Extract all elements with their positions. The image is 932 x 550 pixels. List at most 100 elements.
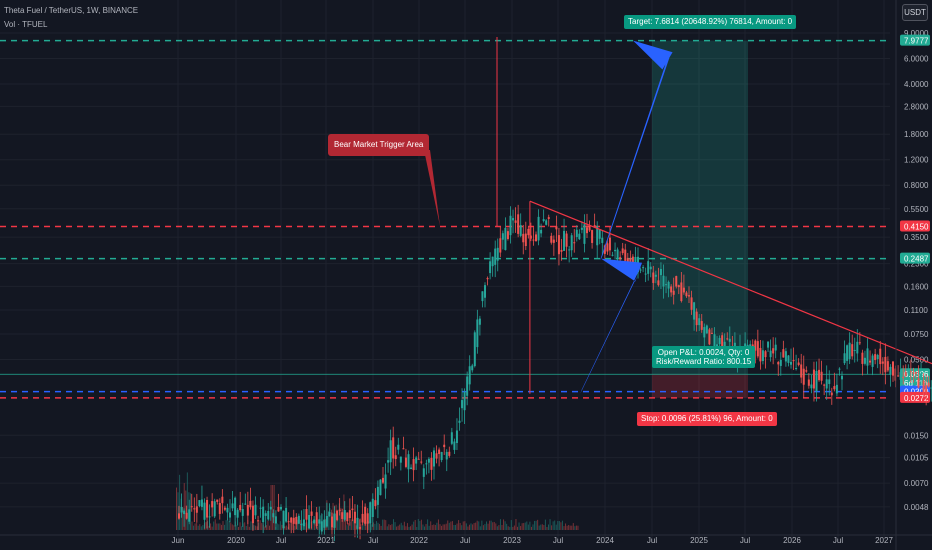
candle-body [356,517,359,529]
candle-body [379,479,382,496]
x-tick-label: Jul [553,536,563,545]
candle-body [496,247,499,261]
volume-bar [496,526,498,530]
candle-body [654,274,657,277]
candle-body [353,511,356,524]
candle-body [693,302,696,320]
candle-body [348,510,351,519]
candle-body [557,235,560,255]
candle-body [359,527,362,529]
volume-bar [498,525,500,530]
candle-body [313,519,316,524]
volume-bar [510,520,512,530]
y-tick-label: 0.2300 [904,260,929,269]
volume-bar [484,523,486,530]
candle-body [272,513,275,518]
candle-body [547,217,550,219]
volume-bar [561,520,563,530]
projection-arrow [580,258,643,394]
candle-body [805,370,808,372]
y-tick-label: 0.0500 [904,356,929,365]
candle-body [614,249,617,252]
candle-body [807,379,810,386]
price-tag-text: 0.0272 [904,394,929,403]
candle-body [782,349,785,358]
price-tag-text: 0.2487 [904,255,929,264]
volume-bar [182,506,184,530]
volume-bar [424,526,425,530]
volume-bar [560,522,562,530]
candle-body [251,505,254,524]
volume-bar [459,523,461,530]
candle-body [282,510,285,529]
volume-bar [569,525,571,530]
candle-body [716,344,719,347]
currency-button[interactable]: USDT [902,4,928,21]
volume-bar [379,523,381,530]
volume-bar [468,524,470,530]
bear-label-pointer [424,150,440,226]
candle-body [435,453,438,459]
candle-body [797,362,800,365]
target-label: Target: 7.6814 (20648.92%) 76814, Amount… [624,15,797,29]
candle-body [759,347,762,362]
candle-body [208,516,211,518]
volume-bar [541,524,543,530]
volume-bar [317,526,319,530]
candle-body [371,498,374,518]
volume-bar [179,474,181,530]
volume-bar [445,523,447,530]
volume-bar [507,526,509,530]
candle-body [389,440,392,463]
candle-body [292,517,295,524]
candle-body [343,510,346,520]
candle-body [843,353,846,364]
volume-bar [451,521,453,530]
candle-body [580,227,583,230]
candle-body [246,504,249,516]
volume-bar [481,520,483,530]
candle-body [455,430,458,444]
volume-bar [486,521,487,530]
volume-bar [186,472,188,530]
candle-body [792,360,795,362]
candle-body [287,521,290,523]
candle-body [433,450,435,467]
x-tick-label: Jun [172,536,185,545]
volume-bar [577,525,579,530]
candle-body [440,451,443,461]
candle-body [277,507,280,512]
volume-indicator-label[interactable]: Vol · TFUEL [4,20,48,29]
volume-bar [420,519,422,530]
candle-body [514,220,517,223]
volume-bar [428,525,430,530]
volume-bar [472,524,474,530]
candle-body [624,249,627,261]
descending-trendline[interactable] [529,200,932,374]
volume-bar [574,526,576,530]
bear-market-label[interactable]: Bear Market Trigger Area [328,134,430,156]
candle-body [216,499,219,502]
candle-body [721,335,724,348]
volume-bar [265,525,267,530]
volume-bar [332,502,334,530]
candle-body [476,319,479,348]
candle-body [527,228,530,236]
candle-body [575,229,578,237]
volume-bar [248,526,250,530]
candle-body [588,225,591,231]
candle-body [769,350,772,358]
candle-body [489,261,492,274]
candle-body [825,379,828,389]
candle-body [336,510,339,520]
x-tick-label: Jul [740,536,750,545]
candle-body [672,290,675,295]
candle-body [586,227,588,234]
candle-body [726,338,729,340]
volume-bar [487,523,489,530]
y-tick-label: 0.0750 [904,330,929,339]
volume-bar [189,493,191,530]
volume-bar [544,519,546,530]
candle-body [713,334,716,354]
